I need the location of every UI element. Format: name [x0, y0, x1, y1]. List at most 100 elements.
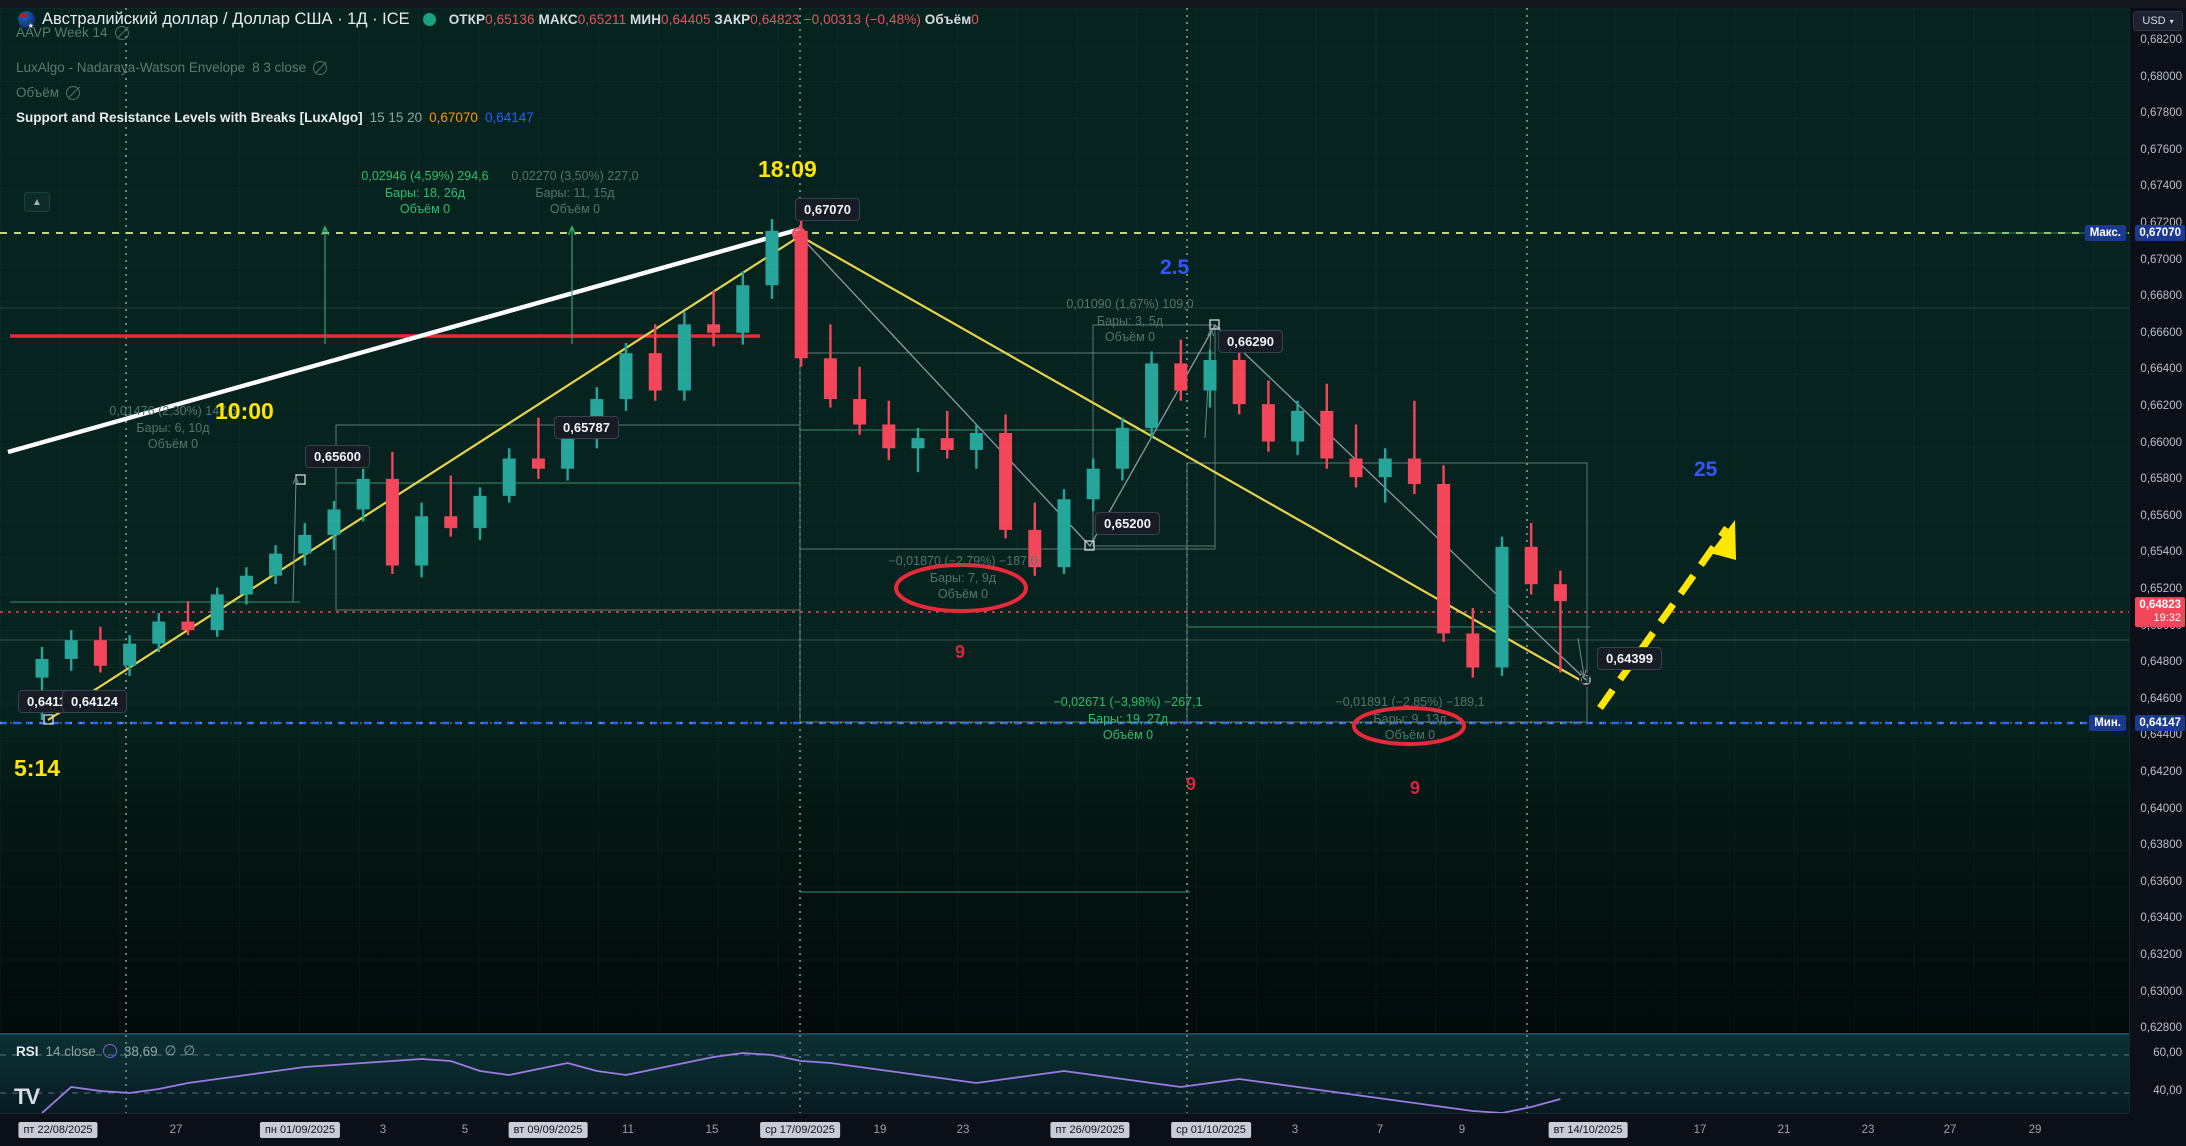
- time-label: 27: [1943, 1124, 1957, 1136]
- min-price-tag[interactable]: 0,64147: [2135, 715, 2185, 731]
- rsi-tick: 40,00: [2153, 1085, 2182, 1097]
- price-tick: 0,62800: [2140, 1022, 2182, 1035]
- candle-body: [444, 516, 458, 529]
- time-label-major: ср 17/09/2025: [760, 1122, 840, 1138]
- au-flag-icon: [18, 10, 35, 30]
- rsi-extra-2: ∅: [183, 1043, 196, 1058]
- time-annotation: 10:00: [215, 398, 274, 424]
- measure-line-3: Объём 0: [147, 437, 199, 451]
- legend-name: LuxAlgo - Nadaraya-Watson Envelope: [16, 60, 246, 75]
- candle-body: [1407, 458, 1421, 484]
- time-label: 11: [622, 1124, 634, 1136]
- candle-body: [1524, 546, 1538, 585]
- measure-line-3: Объём 0: [549, 202, 601, 216]
- candle-body: [911, 438, 925, 449]
- measure-block: −0,01870 (−2,79%) −187,0 Бары: 7, 9д Объ…: [838, 553, 1088, 603]
- time-label: 3: [379, 1124, 387, 1136]
- time-label: 29: [2028, 1124, 2042, 1136]
- collapse-legend-button[interactable]: ▲: [24, 192, 50, 212]
- price-tick: 0,64800: [2140, 656, 2182, 669]
- price-tick: 0,66000: [2140, 436, 2182, 449]
- currency-selector[interactable]: USD ▾: [2133, 11, 2183, 31]
- price-tick: 0,65200: [2140, 583, 2182, 595]
- candle-body: [1553, 584, 1567, 602]
- measure-block: 0,01090 (1,67%) 109,0 Бары: 3, 5д Объём …: [1005, 296, 1255, 346]
- price-tick: 0,66200: [2140, 400, 2182, 412]
- candle-body: [677, 324, 691, 391]
- candle-body: [1291, 410, 1305, 442]
- time-annotation: 18:09: [758, 156, 817, 182]
- eye-off-icon[interactable]: [114, 25, 129, 40]
- legend-params: 8 3 close: [252, 60, 307, 75]
- rsi-tick: 60,00: [2153, 1047, 2182, 1059]
- candle-body: [502, 458, 516, 496]
- measure-line-3: Объём 0: [1104, 330, 1156, 344]
- tradingview-logo[interactable]: TV: [14, 1084, 40, 1109]
- candle-body: [1320, 410, 1334, 459]
- measure-line-3: Объём 0: [937, 587, 989, 601]
- eye-off-icon[interactable]: [313, 60, 328, 75]
- candle-body: [181, 621, 195, 631]
- time-label: 5: [461, 1124, 469, 1136]
- price-bubble[interactable]: 0,65200: [1095, 512, 1160, 535]
- legend-value-support: 0,64147: [484, 110, 534, 125]
- legend-item-volume[interactable]: Объём: [16, 85, 81, 100]
- main-chart-pane[interactable]: 0,67070 0,65600 0,65787 0,66290 0,65200 …: [0, 8, 2129, 1033]
- volume-value: 0: [971, 11, 979, 27]
- rsi-name: RSI: [16, 1043, 39, 1059]
- refresh-icon[interactable]: [102, 1044, 117, 1058]
- price-tick: 0,67400: [2140, 180, 2182, 193]
- chart-drawings-overlay: [0, 8, 2129, 1033]
- price-bubble[interactable]: 0,66290: [1218, 330, 1283, 353]
- candle-body: [239, 575, 253, 595]
- price-bubble[interactable]: 0,65600: [305, 445, 370, 468]
- last-price-tag[interactable]: 0,64823 19:32: [2135, 597, 2185, 627]
- chevron-down-icon: ▾: [2169, 16, 2174, 26]
- candle-body: [1203, 359, 1217, 391]
- max-price-tag[interactable]: 0,67070: [2135, 225, 2185, 241]
- price-bubble[interactable]: 0,64124: [62, 690, 127, 713]
- last-price-value: 0,64823: [2139, 599, 2181, 612]
- rsi-pane[interactable]: RSI 14 close 38,69 ∅ ∅: [0, 1033, 2129, 1113]
- price-bubble[interactable]: 0,65787: [554, 416, 619, 439]
- measure-line-2: Бары: 9, 13д: [1373, 711, 1447, 726]
- measure-block: 0,02946 (4,59%) 294,6 Бары: 18, 26д Объё…: [300, 168, 550, 218]
- time-label-major: пт 26/09/2025: [1050, 1122, 1130, 1138]
- rsi-legend[interactable]: RSI 14 close 38,69 ∅ ∅: [16, 1043, 195, 1059]
- measure-line-3: Объём 0: [1384, 728, 1436, 742]
- candle-body: [1174, 363, 1188, 391]
- close-label: ЗАКР: [714, 11, 751, 27]
- candle-body: [152, 621, 166, 644]
- legend-item-aavp[interactable]: AAVP Week 14: [16, 25, 129, 40]
- price-axis[interactable]: USD ▾ 0,68200 0,68000 0,67800 0,67600 0,6740…: [2084, 8, 2186, 1113]
- time-label: 9: [1458, 1124, 1466, 1136]
- eye-off-icon[interactable]: [66, 85, 81, 100]
- change-percent: (−0,48%): [864, 11, 921, 27]
- legend-item-nadaraya[interactable]: LuxAlgo - Nadaraya-Watson Envelope 8 3 c…: [16, 60, 328, 75]
- candle-body: [269, 553, 283, 576]
- time-label-major: вт 09/09/2025: [508, 1122, 588, 1138]
- min-price-label: Мин.: [2089, 715, 2126, 731]
- measure-line-1: 0,01090 (1,67%) 109,0: [1066, 297, 1194, 311]
- candle-body: [93, 640, 107, 666]
- open-value: 0,65136: [485, 11, 535, 27]
- price-tick: 0,68000: [2140, 70, 2182, 83]
- price-bubble[interactable]: 0,67070: [795, 198, 860, 221]
- time-label-major: пт 22/08/2025: [18, 1122, 98, 1138]
- time-label: 23: [1861, 1124, 1875, 1136]
- legend-name: Объём: [16, 85, 60, 100]
- open-label: ОТКР: [448, 11, 486, 27]
- price-tick: 0,67800: [2140, 107, 2182, 120]
- measure-line-1: 0,02270 (3,50%) 227,0: [511, 169, 639, 183]
- measure-line-3: Объём 0: [399, 202, 451, 216]
- time-axis[interactable]: пт 22/08/2025 27 пн 01/09/2025 3 5 вт 09/09/2…: [0, 1113, 2129, 1146]
- candle-body: [327, 509, 341, 535]
- ohlc-values: ОТКР0,65136 МАКС0,65211 МИН0,64405 ЗАКР0…: [449, 12, 979, 27]
- time-label: 7: [1376, 1124, 1384, 1136]
- price-tick: 0,68200: [2140, 34, 2182, 46]
- candle-body: [882, 424, 896, 449]
- candle-body: [1086, 468, 1100, 500]
- legend-item-support-resistance[interactable]: Support and Resistance Levels with Break…: [16, 110, 534, 125]
- symbol-title[interactable]: Австралийский доллар / Доллар США · 1Д ·…: [42, 9, 410, 28]
- price-bubble[interactable]: 0,64399: [1597, 647, 1662, 670]
